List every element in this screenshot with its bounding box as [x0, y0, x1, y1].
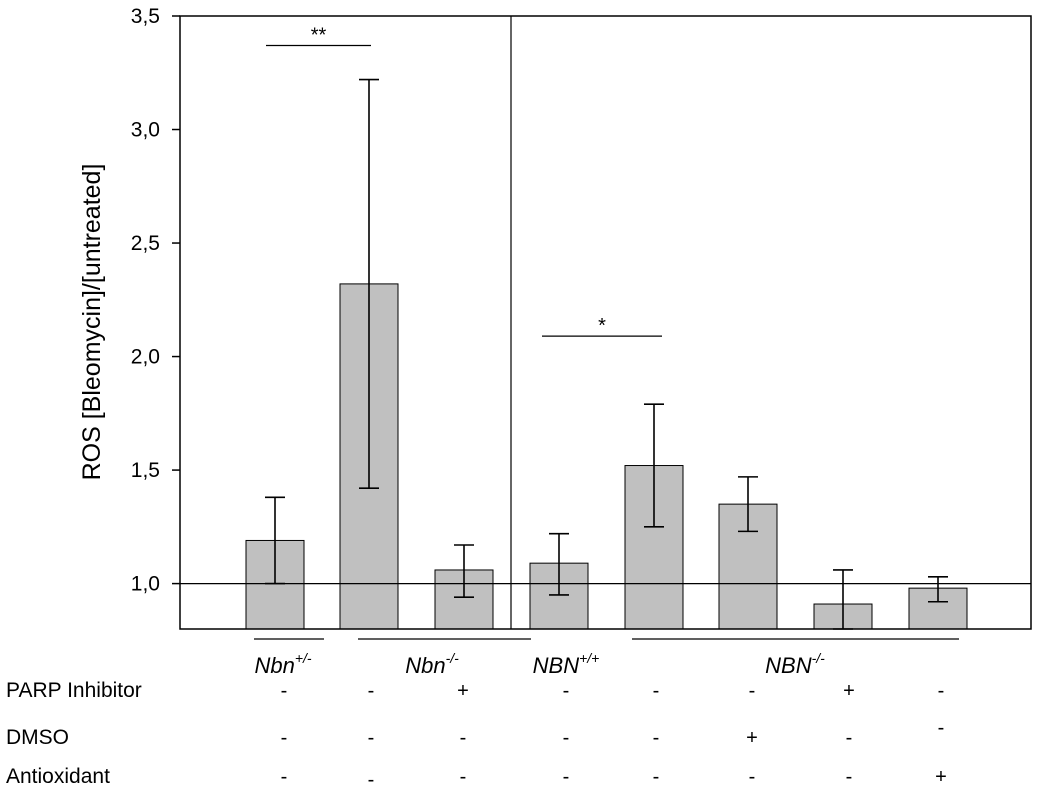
condition-value: - [846, 727, 853, 749]
condition-table: PARP Inhibitor - - + - - - + - DMSO - - - - - + - - Antiox… [6, 679, 947, 791]
significance-label: ** [311, 25, 327, 47]
condition-value: - [368, 769, 375, 791]
significance-label: * [598, 315, 606, 337]
y-axis-label: ROS [Bleomycin]/[untreated] [78, 164, 106, 481]
error-bar [644, 403, 664, 528]
condition-value: - [460, 766, 467, 788]
group-label: NBN-/- [765, 650, 825, 678]
condition-value: - [653, 727, 660, 749]
y-tick-label: 3,0 [131, 119, 160, 142]
y-tick-label: 2,5 [131, 232, 160, 255]
condition-value: - [938, 680, 945, 702]
condition-value: - [563, 680, 570, 702]
error-bars-layer [265, 78, 948, 630]
condition-value: + [457, 680, 469, 702]
condition-value: - [460, 727, 467, 749]
condition-value: + [843, 680, 855, 702]
condition-value: - [938, 717, 945, 739]
condition-row-label: DMSO [6, 726, 69, 749]
condition-value: - [846, 766, 853, 788]
y-tick-label: 1,5 [131, 459, 160, 482]
condition-value: - [563, 727, 570, 749]
error-bar [454, 544, 474, 599]
condition-value: - [749, 766, 756, 788]
condition-value: - [749, 680, 756, 702]
condition-value: + [746, 727, 758, 749]
group-label: NBN+/+ [533, 650, 600, 678]
error-bar [928, 575, 948, 603]
condition-value: - [368, 680, 375, 702]
y-tick-label: 2,0 [131, 346, 160, 369]
error-bar [549, 532, 569, 596]
error-bar [359, 78, 379, 490]
plot-frame [179, 15, 1032, 630]
condition-value: + [935, 766, 947, 788]
condition-value: - [281, 727, 288, 749]
group-label: Nbn+/- [254, 650, 311, 678]
condition-value: - [653, 766, 660, 788]
condition-row-label: PARP Inhibitor [6, 679, 142, 702]
condition-value: - [281, 680, 288, 702]
bar [529, 562, 589, 630]
y-tick-label: 3,5 [131, 5, 160, 28]
condition-value: - [281, 766, 288, 788]
condition-value: - [368, 727, 375, 749]
y-axis: 1,0 1,5 2,0 2,5 3,0 3,5 [131, 5, 180, 596]
condition-row-label: Antioxidant [6, 765, 110, 788]
condition-value: - [653, 680, 660, 702]
group-labels: Nbn+/- Nbn-/- NBN+/+ NBN-/- [254, 638, 959, 678]
y-tick-label: 1,0 [131, 573, 160, 596]
significance-layer: *** [266, 25, 662, 337]
group-label: Nbn-/- [405, 650, 459, 678]
condition-value: - [563, 766, 570, 788]
error-bar [738, 476, 758, 533]
